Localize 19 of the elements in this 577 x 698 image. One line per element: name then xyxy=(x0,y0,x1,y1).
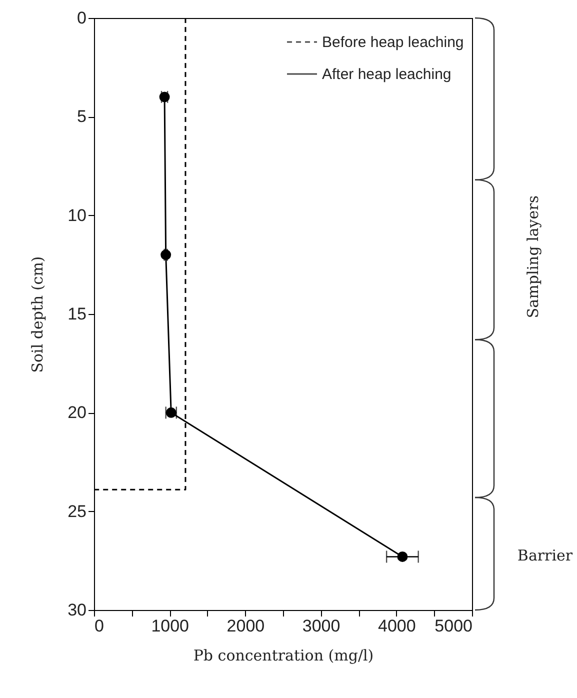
legend-label: Before heap leaching xyxy=(322,34,464,51)
y-tick-label: 10 xyxy=(68,206,86,225)
x-tick-label: 0 xyxy=(94,616,104,636)
text: Sampling layers xyxy=(524,195,542,318)
x-tick-label: 4000 xyxy=(378,616,416,636)
x-tick-label: 5000 xyxy=(434,616,472,636)
x-axis-title: Pb concentration (mg/l) xyxy=(193,646,374,664)
text: Barrier xyxy=(517,546,574,565)
legend-label: After heap leaching xyxy=(322,66,452,83)
x-tick-label: 3000 xyxy=(302,616,340,636)
y-tick-label: 5 xyxy=(77,107,86,126)
y-tick-label: 0 xyxy=(77,8,86,28)
x-tick-label: 1000 xyxy=(151,616,190,636)
y-tick-label: 20 xyxy=(68,403,86,422)
x-tick-label: 2000 xyxy=(226,616,265,636)
y-tick-label: 25 xyxy=(68,502,86,521)
y-tick-label: 15 xyxy=(68,304,86,324)
y-axis-title: Soil depth (cm) xyxy=(28,256,47,373)
y-tick-label: 30 xyxy=(68,600,86,620)
